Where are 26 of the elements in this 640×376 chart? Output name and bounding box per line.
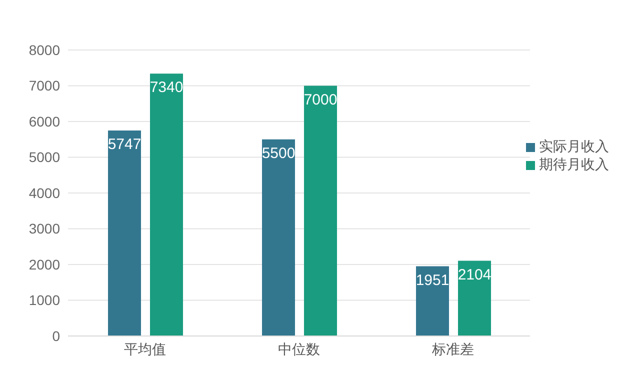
- bar: [458, 260, 491, 336]
- y-tick-label: 8000: [28, 42, 60, 58]
- data-label: 2104: [458, 266, 492, 284]
- bar: [262, 139, 295, 336]
- x-tick-label: 中位数: [278, 340, 320, 357]
- y-tick-label: 4000: [28, 184, 60, 201]
- y-tick-label: 2000: [28, 256, 60, 272]
- legend-label: 期待月收入: [539, 156, 609, 172]
- x-tick-label: 平均值: [124, 340, 166, 357]
- x-tick-label: 标准差: [431, 340, 474, 357]
- data-label: 7000: [304, 91, 338, 108]
- data-label: 5500: [262, 145, 296, 162]
- y-tick-label: 0: [52, 328, 60, 344]
- data-label: 7340: [150, 79, 184, 96]
- data-label: 1951: [416, 272, 450, 289]
- y-tick-label: 1000: [28, 292, 60, 308]
- legend-label: 实际月收入: [539, 138, 609, 154]
- y-tick-label: 3000: [28, 220, 60, 237]
- bar: [304, 86, 337, 336]
- bar: [416, 266, 449, 336]
- data-label: 5747: [108, 136, 142, 154]
- y-tick-label: 6000: [28, 113, 60, 130]
- bar: [150, 74, 183, 336]
- y-tick-label: 7000: [28, 78, 60, 94]
- y-tick-label: 5000: [28, 149, 60, 166]
- bar: [108, 130, 141, 336]
